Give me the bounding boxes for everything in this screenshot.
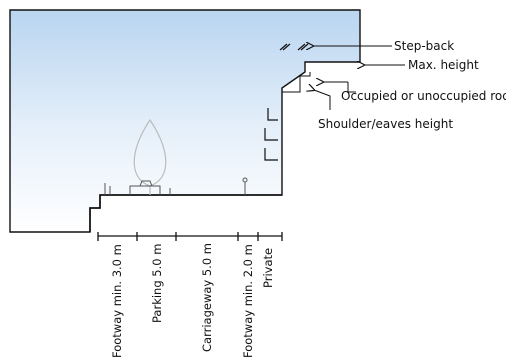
zone-label-footway-2: Footway min. 2.0 m (241, 244, 255, 358)
max-height-label: Max. height (408, 58, 479, 72)
zone-label-parking: Parking 5.0 m (150, 244, 164, 323)
step-back-marks (279, 43, 309, 51)
roof-label: Occupied or unoccupied roof (341, 89, 506, 103)
step-back-label: Step-back (394, 39, 454, 53)
roof-leader-hook (347, 82, 356, 93)
roof-step-outline (281, 72, 311, 93)
ground-profile (89, 194, 282, 232)
zone-label-private: Private (261, 248, 275, 288)
shoulder-label: Shoulder/eaves height (318, 117, 453, 131)
building-envelope-outline (9, 9, 361, 233)
zone-label-carriageway: Carriageway 5.0 m (200, 243, 214, 352)
shoulder-leader (314, 90, 331, 110)
facade-balconies (264, 108, 278, 161)
street-figures (104, 177, 248, 195)
dimension-line (97, 232, 283, 241)
zone-label-footway-3: Footway min. 3.0 m (110, 244, 124, 358)
tree-icon (133, 118, 167, 187)
